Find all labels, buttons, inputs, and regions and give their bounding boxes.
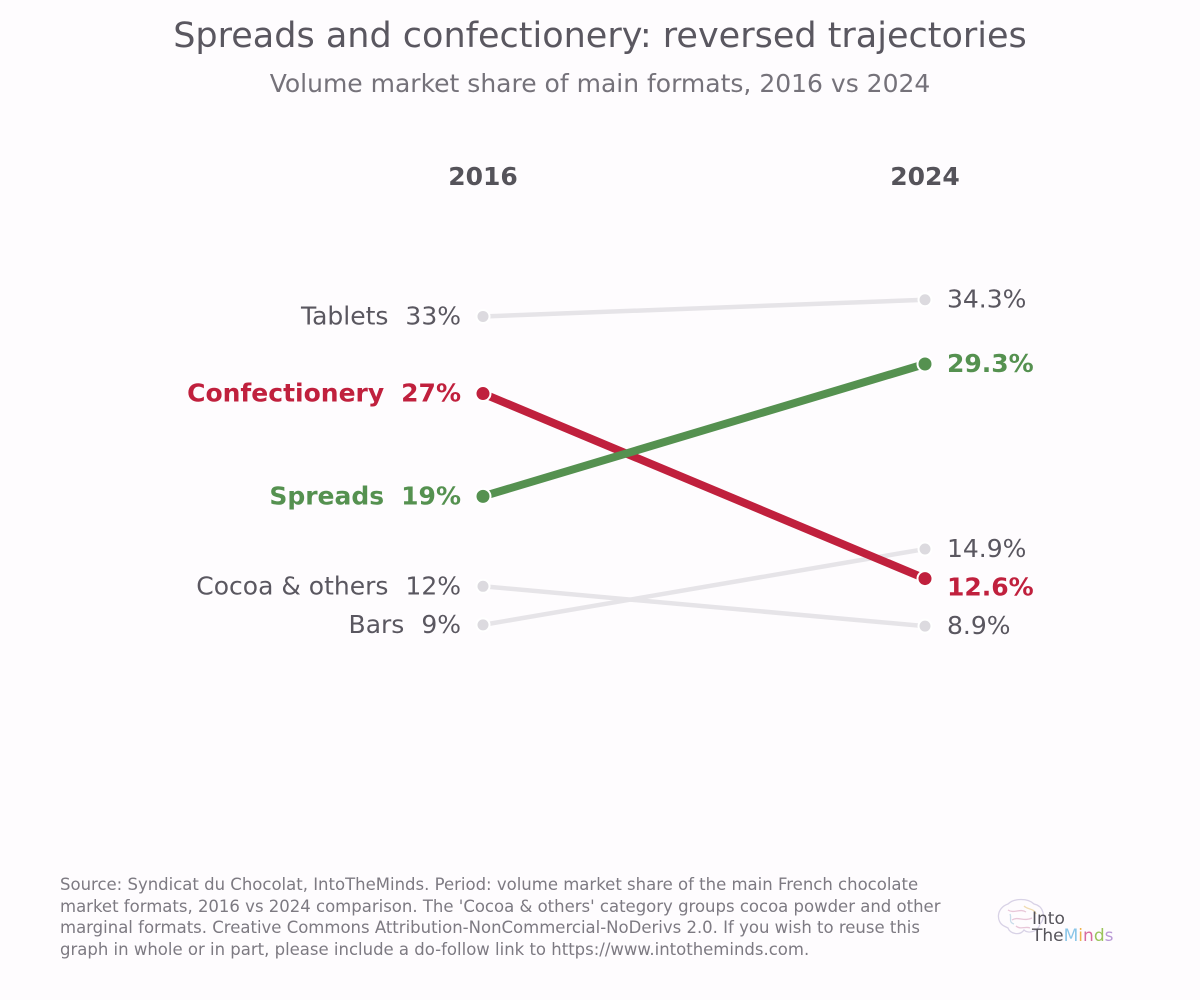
point-bars-start [475, 617, 491, 633]
series-name-cocoa-others: Cocoa & others [196, 571, 388, 600]
logo-letter: n [1083, 926, 1094, 946]
start-value-bars: 9% [421, 610, 461, 639]
series-name-confectionery: Confectionery [187, 379, 384, 408]
end-value-spreads: 29.3% [947, 349, 1034, 378]
label-bars-start: Bars 9% [349, 610, 461, 639]
chart-subtitle: Volume market share of main formats, 201… [270, 69, 931, 98]
label-spreads-start: Spreads 19% [269, 481, 461, 510]
end-value-tablets: 34.3% [947, 285, 1026, 314]
series-cocoa-others: Cocoa & others 12% 8.9% [196, 571, 1010, 640]
point-cocoa-others-start [475, 578, 491, 594]
brain-icon [997, 898, 1045, 935]
slope-line-tablets [482, 297, 926, 319]
series-bars: Bars 9% 14.9% [349, 534, 1027, 639]
intotheminds-logo: Into TheMinds [997, 898, 1114, 946]
source-note: Source: Syndicat du Chocolat, IntoTheMin… [60, 875, 941, 959]
logo-letter: M [1064, 926, 1079, 946]
series-tablets: Tablets 33% 34.3% [300, 285, 1026, 331]
label-tablets-start: Tablets 33% [300, 301, 461, 330]
logo-letter: i [1078, 926, 1083, 946]
end-value-confectionery: 12.6% [947, 573, 1034, 602]
end-value-bars: 14.9% [947, 534, 1026, 563]
point-tablets-end [917, 292, 933, 308]
point-bars-end [917, 541, 933, 557]
start-value-spreads: 19% [401, 481, 461, 510]
logo-letter: d [1094, 926, 1105, 946]
series-name-spreads: Spreads [269, 481, 384, 510]
series-spreads: Spreads 19% 29.3% [269, 349, 1033, 510]
x-label-end: 2024 [890, 162, 960, 191]
series-name-bars: Bars [349, 610, 405, 639]
series-layer: Tablets 33%34.3%Cocoa & others 12%8.9%Bars… [187, 285, 1034, 640]
chart-title: Spreads and confectionery: reversed traj… [173, 16, 1027, 56]
start-value-confectionery: 27% [401, 379, 461, 408]
logo-letter: s [1105, 926, 1114, 946]
slope-line-bars [482, 546, 926, 628]
point-cocoa-others-end [917, 618, 933, 634]
start-value-tablets: 33% [405, 301, 461, 330]
point-confectionery-end [916, 570, 934, 588]
slope-line-confectionery [481, 389, 927, 583]
slope-line-spreads [481, 360, 927, 501]
start-value-cocoa-others: 12% [405, 571, 461, 600]
logo-letter: The [1031, 926, 1064, 946]
point-spreads-start [474, 487, 492, 505]
slope-chart: Spreads and confectionery: reversed traj… [173, 16, 1034, 640]
x-label-start: 2016 [448, 162, 518, 191]
point-spreads-end [916, 355, 934, 373]
series-confectionery: Confectionery 27% 12.6% [187, 379, 1034, 602]
label-cocoa-others-start: Cocoa & others 12% [196, 571, 461, 600]
end-value-cocoa-others: 8.9% [947, 611, 1011, 640]
slope-line-cocoa-others [482, 584, 926, 629]
point-tablets-start [475, 308, 491, 324]
label-confectionery-start: Confectionery 27% [187, 379, 461, 408]
logo-text-line2: TheMinds [1031, 926, 1114, 946]
point-confectionery-start [474, 385, 492, 403]
logo-text-line1: Into [1032, 909, 1065, 929]
series-name-tablets: Tablets [300, 301, 388, 330]
